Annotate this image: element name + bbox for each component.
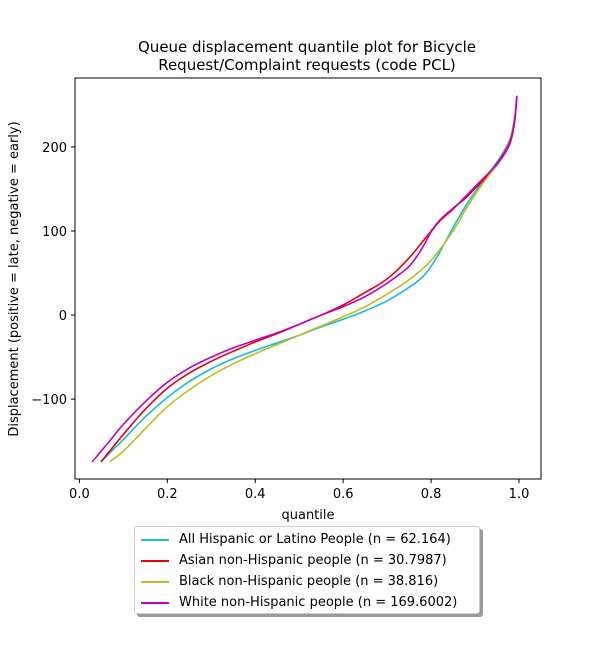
x-tick-label: 0.8: [421, 487, 442, 502]
plot-frame: [74, 77, 542, 480]
y-axis-label: Displacement (positive = late, negative …: [7, 121, 22, 436]
legend-label-asian: Asian non-Hispanic people (n = 30.7987): [179, 553, 447, 568]
series-line-black: [109, 95, 518, 463]
series-line-hispanic: [100, 97, 518, 463]
series-line-asian: [100, 95, 518, 463]
chart-legend: All Hispanic or Latino People (n = 62.16…: [134, 526, 480, 614]
legend-item-hispanic: All Hispanic or Latino People (n = 62.16…: [135, 529, 479, 550]
x-tick-label: 1.0: [509, 487, 530, 502]
legend-label-black: Black non-Hispanic people (n = 38.816): [179, 574, 439, 589]
y-tick-label: 0: [59, 309, 67, 324]
x-tick-label: 0.6: [333, 487, 354, 502]
legend-label-white: White non-Hispanic people (n = 169.6002): [179, 595, 458, 610]
x-axis-label: quantile: [281, 508, 334, 523]
series-line-white: [91, 95, 518, 463]
chart-title-line-2: Request/Complaint requests (code PCL): [158, 56, 456, 74]
plot-layer: [91, 95, 518, 463]
x-tick-label: 0.0: [69, 487, 90, 502]
chart-title-line-1: Queue displacement quantile plot for Bic…: [138, 38, 476, 56]
legend-item-asian: Asian non-Hispanic people (n = 30.7987): [135, 550, 479, 571]
y-tick-label: 100: [42, 225, 67, 240]
y-tick-label: −100: [31, 393, 67, 408]
legend-label-hispanic: All Hispanic or Latino People (n = 62.16…: [179, 532, 451, 547]
y-tick-label: 200: [42, 141, 67, 156]
legend-swatch-asian: [141, 559, 169, 562]
x-tick-label: 0.4: [245, 487, 266, 502]
y-ticks: −100 0 100 200: [31, 141, 75, 408]
legend-item-white: White non-Hispanic people (n = 169.6002): [135, 592, 479, 613]
legend-swatch-hispanic: [141, 538, 169, 541]
x-tick-label: 0.2: [157, 487, 178, 502]
legend-swatch-black: [141, 580, 169, 583]
x-ticks: 0.0 0.2 0.4 0.6 0.8 1.0: [69, 479, 529, 502]
legend-swatch-white: [141, 601, 169, 604]
legend-item-black: Black non-Hispanic people (n = 38.816): [135, 571, 479, 592]
